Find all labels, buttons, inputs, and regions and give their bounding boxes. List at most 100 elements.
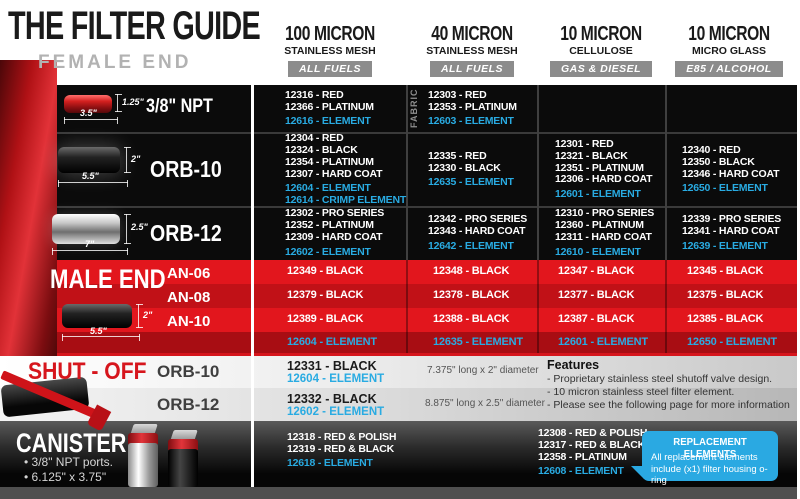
cell-canister-cellulose: 12308 - RED & POLISH 12317 - RED & BLACK 1… (538, 424, 658, 482)
part-number: 12302 - PRO SERIES (285, 207, 385, 220)
canister-spec: • 6.125" x 3.75" (24, 470, 107, 484)
part-number: 12389 - BLACK (287, 313, 364, 325)
cell-npt-100micron: 12316 - RED 12366 - PLATINUM 12616 - ELEM… (285, 85, 403, 133)
male-row-an06-band (0, 260, 797, 284)
part-number: 12354 - PLATINUM (285, 155, 374, 168)
fuel-badge: ALL FUELS (429, 61, 515, 77)
dimension-line (124, 214, 131, 244)
part-number: 12352 - PLATINUM (285, 219, 374, 232)
media-type: MICRO GLASS (691, 45, 767, 57)
part-number: 12318 - RED & POLISH (287, 430, 397, 443)
dimension-label: 5.5" (90, 326, 107, 336)
shutoff-row1-band (0, 356, 797, 388)
part-number: 12335 - RED (428, 149, 487, 162)
element-part-number: 12604 - ELEMENT (287, 373, 385, 385)
dimension-label: 1.25" (122, 97, 144, 107)
part-number: 12387 - BLACK (558, 313, 635, 325)
part-number: 12310 - PRO SERIES (555, 207, 655, 220)
part-number: 12342 - PRO SERIES (428, 213, 528, 226)
dimension-line (124, 147, 131, 173)
element-group: 12603 - ELEMENT (428, 116, 534, 128)
column-header-100-micron: 100 MICRON STAINLESS MESH ALL FUELS (255, 24, 405, 77)
female-section-background (0, 85, 797, 260)
part-number: 12353 - PLATINUM (428, 100, 517, 113)
red-divider-line (0, 353, 797, 356)
element-group: 12650 - ELEMENT (682, 182, 794, 195)
element-part-number: 12650 - ELEMENT (687, 336, 777, 348)
replacement-elements-callout: REPLACEMENT ELEMENTS All replacement ele… (642, 431, 778, 486)
element-part-number: 12603 - ELEMENT (428, 115, 514, 128)
npt-filter-photo (64, 95, 112, 113)
part-number: 12316 - RED (285, 88, 344, 101)
part-group: 12340 - RED 12350 - BLACK 12346 - HARD COA… (682, 143, 794, 180)
part-number: 12349 - BLACK (287, 265, 364, 277)
part-number: 12388 - BLACK (433, 313, 510, 325)
element-part-number: 12604 - ELEMENT (287, 336, 377, 348)
part-number: 12306 - HARD COAT (555, 173, 653, 186)
part-number: 12340 - RED (682, 143, 741, 156)
male-element-band (0, 332, 797, 353)
element-part-number: 12601 - ELEMENT (555, 188, 641, 201)
part-number: 12378 - BLACK (433, 289, 510, 301)
column-divider (406, 260, 408, 353)
part-group: 12316 - RED 12366 - PLATINUM (285, 88, 403, 114)
part-number: 12345 - BLACK (687, 265, 764, 277)
column-divider (406, 85, 408, 260)
part-group: 12335 - RED 12330 - BLACK (428, 149, 534, 175)
feature-item: - Please see the following page for more… (547, 399, 790, 411)
column-header-10-micron-microglass: 10 MICRON MICRO GLASS E85 / ALCOHOL (654, 24, 800, 77)
element-part-number: 12616 - ELEMENT (285, 115, 371, 128)
shutoff-heading: SHUT - OFF (28, 358, 163, 386)
micron-rating: 10 MICRON (688, 23, 770, 45)
row-label-text: 3/8" NPT (146, 96, 213, 117)
canister-black-photo (168, 449, 198, 487)
element-group: 12610 - ELEMENT (555, 246, 663, 259)
size-note: 7.375" long x 2" diameter (427, 365, 539, 376)
feature-item: - Proprietary stainless steel shutoff va… (547, 373, 773, 385)
part-number: 12307 - HARD COAT (285, 167, 383, 180)
part-number: 12321 - BLACK (555, 149, 628, 162)
male-row-an10-band (0, 308, 797, 332)
part-number: 12324 - BLACK (285, 143, 358, 156)
element-group: 12635 - ELEMENT (428, 177, 534, 189)
shutoff-orb10-label: ORB-10 (157, 362, 220, 381)
cell-orb12-cellulose: 12310 - PRO SERIES 12360 - PLATINUM 12311 … (555, 207, 663, 260)
media-type: STAINLESS MESH (426, 45, 518, 57)
element-part-number: 12639 - ELEMENT (682, 239, 768, 252)
page-title: THE FILTER GUIDE (8, 4, 358, 49)
male-row-an08-band (0, 284, 797, 308)
cell-orb12-100micron: 12302 - PRO SERIES 12352 - PLATINUM 12309 … (285, 207, 403, 260)
male-end-heading-text: MALE END (50, 264, 166, 294)
row-label-text: ORB-12 (150, 220, 222, 246)
callout-body: All replacement elements include (x1) fi… (651, 452, 768, 486)
column-divider (665, 85, 667, 260)
dimension-label: 5.5" (82, 171, 99, 181)
callout-title: REPLACEMENT ELEMENTS (673, 436, 747, 460)
element-group: 12642 - ELEMENT (428, 239, 534, 253)
cell-orb12-microglass: 12339 - PRO SERIES 12341 - HARD COAT 1263… (682, 207, 794, 260)
part-group: 12304 - RED 12324 - BLACK 12354 - PLATINUM… (285, 132, 403, 180)
cell-orb10-40micron: 12335 - RED 12330 - BLACK 12635 - ELEMENT (428, 133, 534, 207)
element-part-number: 12608 - ELEMENT (538, 465, 624, 478)
part-number: 12319 - RED & BLACK (287, 442, 395, 455)
part-number: 12347 - BLACK (558, 265, 635, 277)
dimension-line (64, 117, 118, 124)
column-header-10-micron-cellulose: 10 MICRON CELLULOSE GAS & DIESEL (526, 24, 676, 77)
fuel-badge: GAS & DIESEL (549, 61, 653, 77)
part-number: 12330 - BLACK (428, 161, 501, 174)
element-part-number: 12635 - ELEMENT (428, 176, 514, 189)
row-label-npt: 3/8" NPT (146, 96, 225, 118)
element-group: 12616 - ELEMENT (285, 116, 403, 128)
row-divider (57, 132, 797, 134)
element-part-number: 12650 - ELEMENT (682, 182, 768, 195)
cell-orb10-100micron: 12304 - RED 12324 - BLACK 12354 - PLATINUM… (285, 132, 406, 207)
media-type: STAINLESS MESH (284, 45, 376, 57)
element-part-number: 12642 - ELEMENT (428, 239, 514, 252)
part-number: 12350 - BLACK (682, 155, 755, 168)
shutoff-orb12-label: ORB-12 (157, 395, 220, 414)
bottom-strip (0, 487, 797, 499)
label-column-divider (251, 85, 254, 487)
part-number: 12317 - RED & BLACK (538, 438, 646, 451)
cell-canister-100micron: 12318 - RED & POLISH 12319 - RED & BLACK … (287, 425, 407, 477)
